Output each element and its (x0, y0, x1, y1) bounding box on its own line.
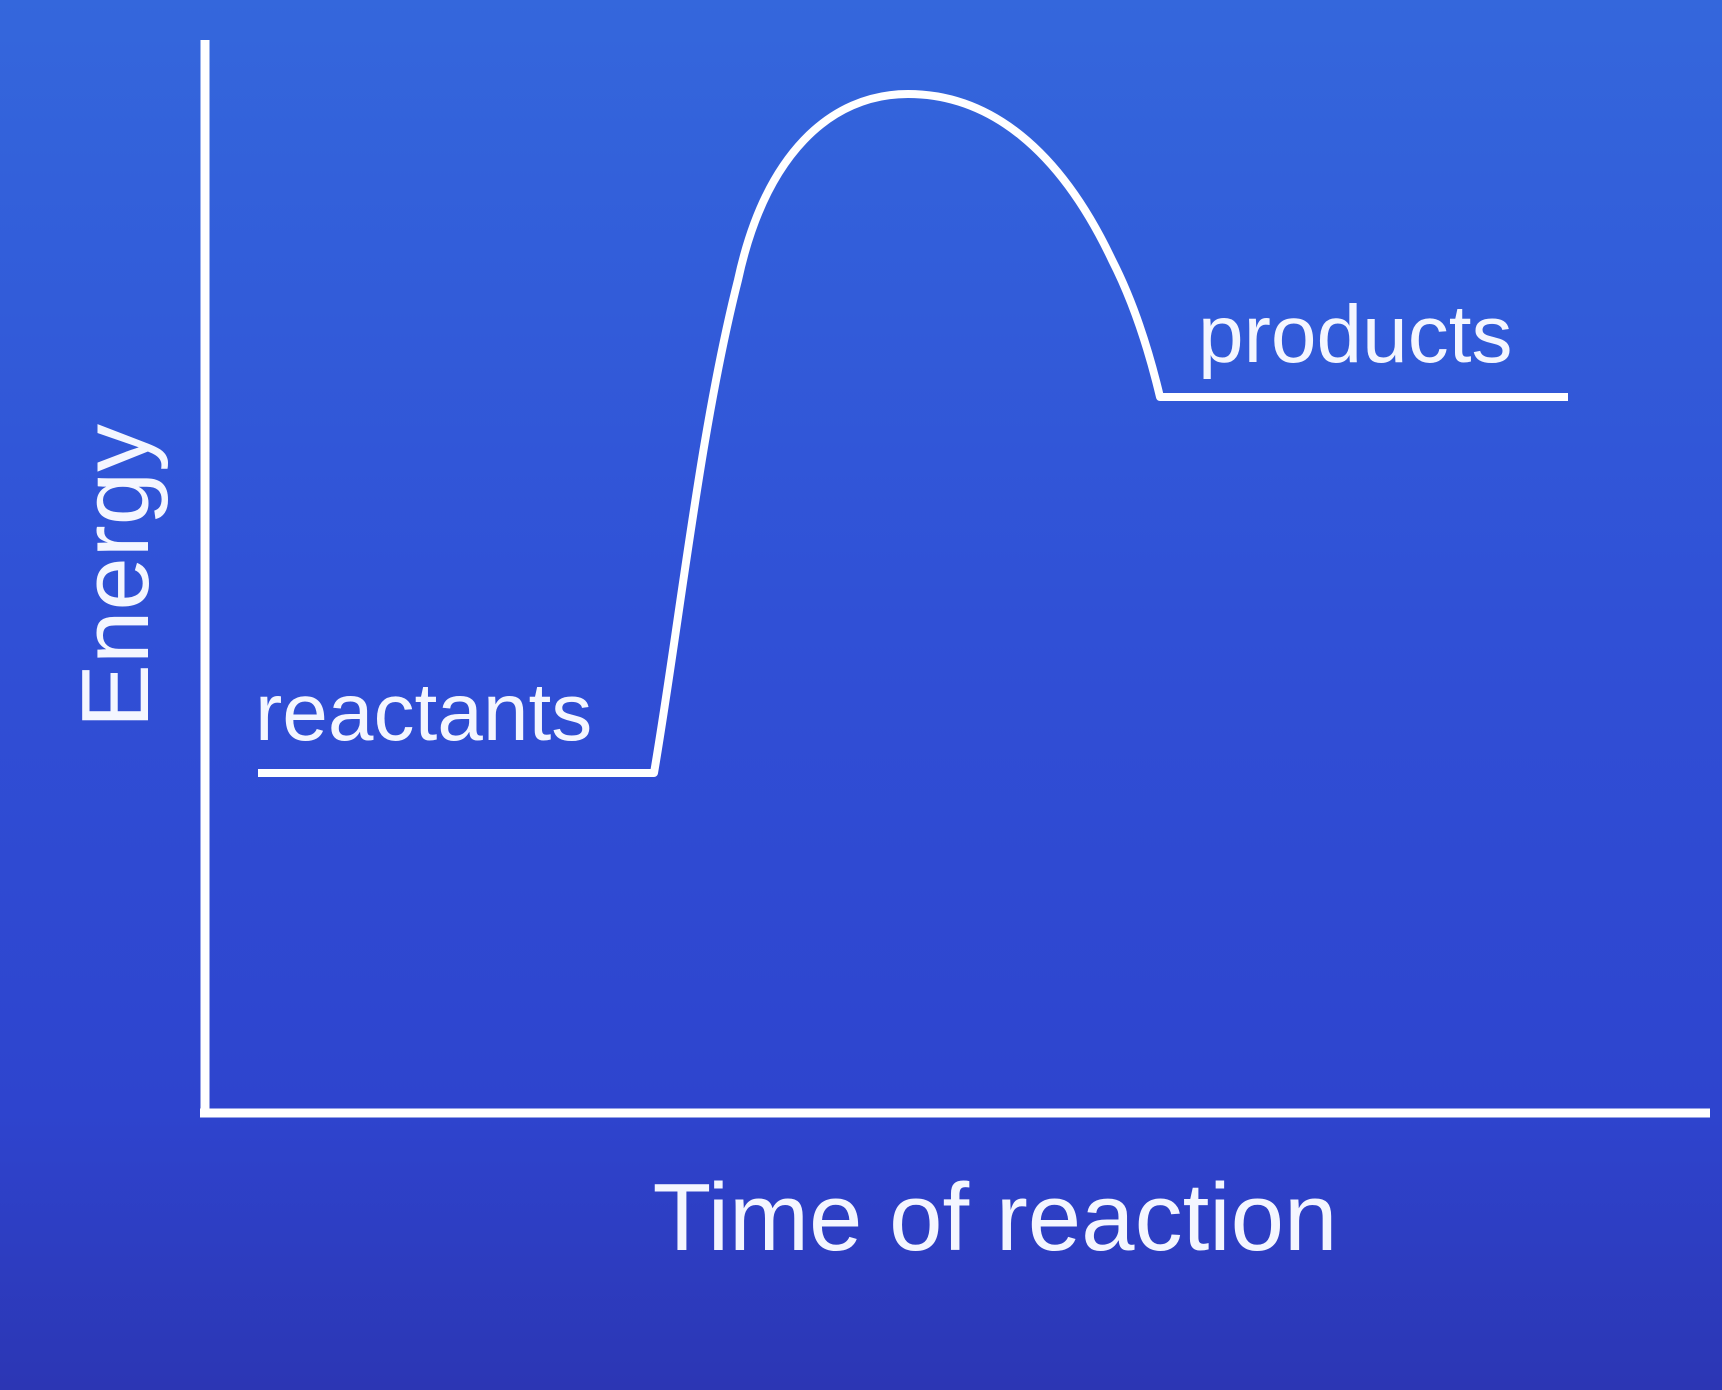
reactants-label: reactants (255, 667, 592, 758)
x-axis-label: Time of reaction (653, 1164, 1338, 1271)
energy-profile-curve (258, 90, 1568, 777)
y-axis-label: Energy (62, 424, 169, 728)
products-label: products (1198, 289, 1513, 380)
